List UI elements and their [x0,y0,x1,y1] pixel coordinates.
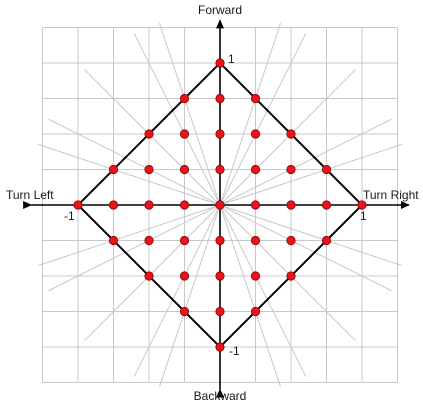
sample-point [73,200,83,210]
sample-point [144,129,154,139]
sample-point [250,306,261,317]
backward-label: Backward [194,389,247,403]
sample-point [108,164,119,175]
sample-point [286,271,296,281]
sample-point [215,271,225,281]
sample-point [215,200,225,210]
forward-label: Forward [198,3,242,17]
sample-point [286,200,296,210]
sample-point [250,271,261,281]
sample-point [250,164,261,175]
sample-point [215,58,225,68]
sample-point [321,200,332,210]
sample-point [144,271,154,281]
sample-point [108,200,119,210]
sample-point [250,129,261,139]
sample-point [215,342,225,352]
tick-label-bottom: -1 [229,344,240,358]
tick-label-top: 1 [228,52,235,66]
sample-point [215,235,225,246]
sample-point [250,235,261,246]
tick-label-left: -1 [64,209,75,223]
sample-point [179,129,190,139]
sample-point [179,93,190,104]
sample-point [179,164,190,175]
sample-point [215,306,225,317]
sample-point [321,164,332,175]
sample-point [215,164,225,175]
sample-point [286,129,296,139]
sample-point [357,200,367,210]
sample-point [144,235,154,246]
sample-point [286,235,296,246]
sample-point [250,93,261,104]
sample-point [179,235,190,246]
tick-label-right: 1 [360,209,367,223]
turn-right-label: Turn Right [363,188,419,202]
sample-point [179,306,190,317]
sample-point [108,235,119,246]
turn-left-label: Turn Left [6,188,54,202]
sample-point [286,164,296,175]
sample-point [321,235,332,246]
sample-point [250,200,261,210]
sample-point [179,200,190,210]
sample-point [179,271,190,281]
sample-points [73,58,367,352]
sample-point [215,93,225,104]
sample-point [144,164,154,175]
sample-point [144,200,154,210]
sample-point [215,129,225,139]
